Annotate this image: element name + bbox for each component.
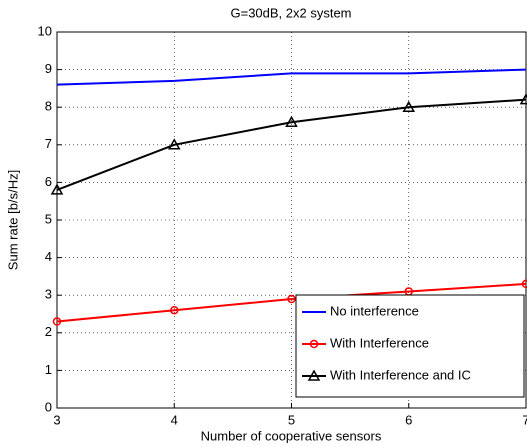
chart-title: G=30dB, 2x2 system (230, 5, 351, 20)
data-point (287, 294, 296, 304)
legend-marker (309, 339, 319, 349)
y-tick-label: 10 (38, 23, 52, 38)
legend-marker (307, 369, 321, 381)
series-line (56, 98, 527, 191)
y-axis-label: Sum rate [b/s/Hz] (5, 170, 20, 270)
y-tick-label: 7 (45, 136, 52, 151)
x-tick-label: 3 (53, 412, 60, 427)
legend-label: With Interference (330, 335, 429, 350)
y-tick-label: 2 (45, 324, 52, 339)
data-point (50, 183, 64, 195)
plot-frame (56, 31, 527, 409)
series-line (56, 68, 527, 86)
y-tick-label: 4 (45, 249, 52, 264)
legend-label: With Interference and IC (330, 367, 471, 382)
y-tick-label: 6 (45, 174, 52, 189)
legend-label: No interference (330, 303, 419, 318)
x-axis-label: Number of cooperative sensors (201, 428, 382, 443)
y-tick-label: 3 (45, 287, 52, 302)
series-line (56, 282, 527, 323)
data-point (170, 305, 179, 315)
data-point (52, 317, 62, 326)
legend-box (295, 294, 525, 398)
x-tick-label: 7 (522, 412, 527, 427)
data-point (167, 138, 181, 150)
data-point (519, 93, 527, 105)
x-tick-label: 6 (405, 412, 412, 427)
data-point (285, 115, 298, 127)
y-tick-label: 1 (45, 362, 52, 377)
y-tick-label: 8 (45, 99, 52, 114)
y-tick-label: 9 (45, 61, 52, 76)
data-point (521, 279, 527, 289)
data-point (402, 100, 416, 112)
y-tick-label: 5 (45, 211, 52, 226)
x-tick-label: 4 (171, 412, 178, 427)
y-tick-label: 0 (45, 399, 52, 414)
x-tick-label: 5 (288, 412, 295, 427)
